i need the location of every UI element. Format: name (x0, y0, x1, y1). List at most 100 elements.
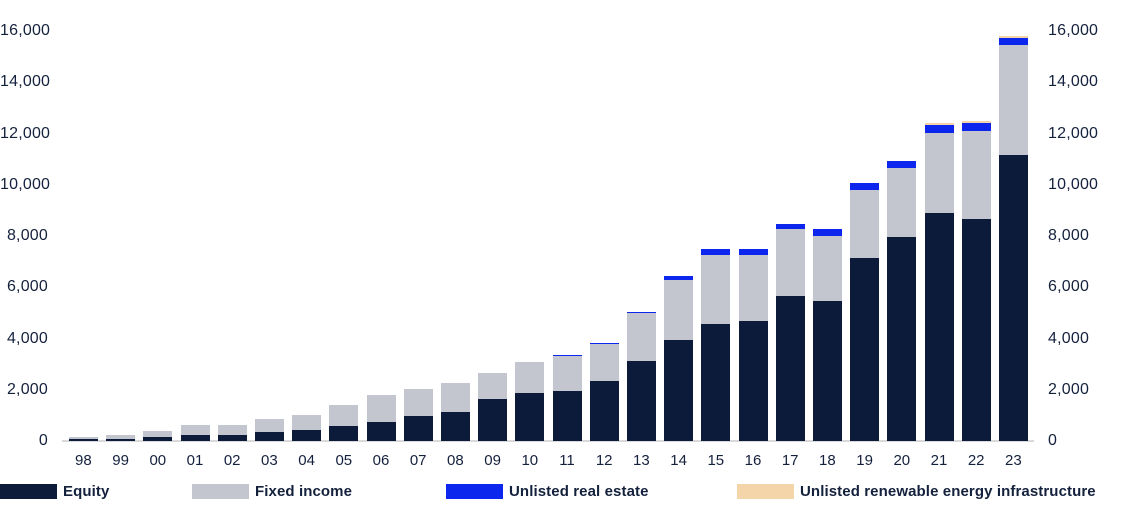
bar-segment-03-fixed-income (254, 419, 284, 432)
bar-segment-13-equity (626, 361, 656, 441)
x-tick-label-12: 12 (595, 452, 613, 469)
x-tick-label-11: 11 (559, 452, 575, 469)
legend-swatch (192, 483, 249, 499)
bar-segment-06-fixed-income (366, 395, 396, 423)
bar-segment-14-fixed-income (664, 279, 694, 341)
x-tick-label-03: 03 (261, 452, 278, 469)
bar-segment-16-unlisted-real-estate (738, 248, 768, 255)
bar-segment-16-fixed-income (738, 254, 768, 321)
x-tick-label-20: 20 (893, 452, 911, 469)
legend-label: Equity (63, 482, 110, 500)
bar-segment-04-fixed-income (292, 414, 322, 431)
bar-segment-21-unlisted-real-estate (924, 125, 954, 133)
x-tick-label-98: 98 (75, 452, 92, 469)
bar-segment-04-equity (292, 430, 322, 441)
bar-segment-21-equity (924, 213, 954, 441)
x-tick-label-04: 04 (298, 452, 315, 469)
y-tick-label-left: 12,000 (0, 124, 51, 142)
bar-segment-17-unlisted-real-estate (775, 223, 805, 230)
bar-segment-22-fixed-income (961, 131, 991, 219)
bar-segment-15-unlisted-real-estate (701, 249, 731, 256)
bar-segment-23-equity (998, 154, 1028, 441)
y-tick-label-right: 8,000 (1048, 227, 1090, 244)
bar-segment-22-equity (961, 218, 991, 441)
legend-item-unlisted-renewable-energy-infrastructure[interactable]: Unlisted renewable energy infrastructure (737, 482, 1096, 500)
bar-segment-11-equity (552, 391, 582, 441)
bar-segment-14-unlisted-real-estate (664, 276, 694, 280)
x-tick-label-14: 14 (670, 452, 687, 469)
y-tick-label-left: 6,000 (6, 278, 48, 296)
bar-segment-09-equity (478, 398, 508, 441)
bar-segment-11-unlisted-real-estate (552, 355, 582, 357)
bar-segment-05-fixed-income (329, 405, 359, 427)
bar-segment-19-equity (850, 257, 880, 441)
x-tick-label-16: 16 (744, 452, 762, 469)
x-tick-label-23: 23 (1005, 452, 1022, 469)
y-tick-label-left: 14,000 (0, 73, 51, 91)
bar-segment-01-fixed-income (180, 425, 210, 435)
x-tick-label-10: 10 (521, 452, 539, 469)
x-tick-label-17: 17 (781, 452, 799, 469)
legend-swatch (737, 483, 794, 499)
bar-segment-13-unlisted-real-estate (626, 311, 656, 314)
y-tick-label-right: 2,000 (1048, 380, 1090, 398)
legend-item-equity[interactable]: Equity (0, 482, 109, 500)
bar-segment-05-equity (329, 426, 359, 441)
x-tick-label-21: 21 (930, 452, 948, 469)
bar-segment-07-fixed-income (403, 389, 433, 417)
legend-swatch (446, 483, 503, 499)
x-tick-label-09: 09 (484, 452, 501, 469)
legend-item-unlisted-real-estate[interactable]: Unlisted real estate (446, 482, 649, 500)
legend-swatch (0, 483, 57, 499)
bar-segment-03-equity (254, 431, 284, 441)
bar-segment-22-unlisted-real-estate (961, 122, 991, 132)
bar-segment-11-fixed-income (552, 356, 582, 392)
bar-segment-21-unlisted-renewable-energy-infrastructure (924, 123, 954, 126)
y-tick-label-right: 6,000 (1048, 278, 1090, 296)
bar-segment-99-equity (106, 438, 136, 441)
y-tick-label-left: 4,000 (6, 329, 48, 347)
x-tick-label-07: 07 (409, 452, 427, 469)
bar-segment-23-fixed-income (998, 45, 1028, 155)
bar-segment-18-equity (812, 300, 842, 441)
bar-segment-16-equity (738, 320, 768, 441)
y-tick-label-left: 16,000 (0, 22, 51, 39)
y-tick-label-right: 12,000 (1048, 124, 1099, 142)
bar-segment-14-equity (664, 340, 694, 441)
legend-label: Fixed income (255, 482, 353, 500)
x-tick-label-06: 06 (372, 452, 390, 469)
x-tick-label-02: 02 (223, 452, 241, 469)
y-tick-label-right: 16,000 (1048, 22, 1099, 39)
bar-segment-22-unlisted-renewable-energy-infrastructure (961, 120, 991, 123)
bar-segment-99-fixed-income (106, 435, 136, 439)
bar-segment-08-fixed-income (440, 382, 470, 413)
x-tick-label-19: 19 (856, 452, 873, 469)
bar-segment-08-equity (440, 412, 470, 441)
bar-segment-06-equity (366, 422, 396, 441)
bar-segment-01-equity (180, 434, 210, 441)
x-tick-label-00: 00 (149, 452, 167, 469)
bar-segment-02-fixed-income (217, 425, 247, 436)
bar-segment-18-unlisted-real-estate (812, 229, 842, 236)
bar-segment-15-equity (701, 323, 731, 441)
bar-segment-12-equity (589, 381, 619, 441)
bar-segment-23-unlisted-real-estate (998, 37, 1028, 46)
x-tick-label-05: 05 (335, 452, 353, 469)
bar-segment-20-fixed-income (887, 168, 917, 238)
bar-segment-23-unlisted-renewable-energy-infrastructure (998, 35, 1028, 38)
bar-segment-07-equity (403, 416, 433, 441)
y-tick-label-right: 14,000 (1048, 73, 1099, 91)
bar-segment-98-fixed-income (68, 436, 98, 440)
x-tick-label-08: 08 (447, 452, 464, 469)
legend-item-fixed-income[interactable]: Fixed income (192, 482, 352, 500)
x-tick-label-22: 22 (967, 452, 985, 469)
bar-segment-19-unlisted-real-estate (850, 182, 880, 190)
x-tick-label-01: 01 (186, 452, 204, 469)
y-tick-label-left: 8,000 (6, 227, 48, 244)
bar-segment-17-equity (775, 296, 805, 441)
bar-segment-00-equity (143, 437, 173, 441)
bar-segment-98-equity (68, 439, 98, 441)
x-axis-line (62, 440, 1034, 442)
bar-segment-10-equity (515, 392, 545, 441)
legend-label: Unlisted renewable energy infrastructure (800, 482, 1096, 500)
